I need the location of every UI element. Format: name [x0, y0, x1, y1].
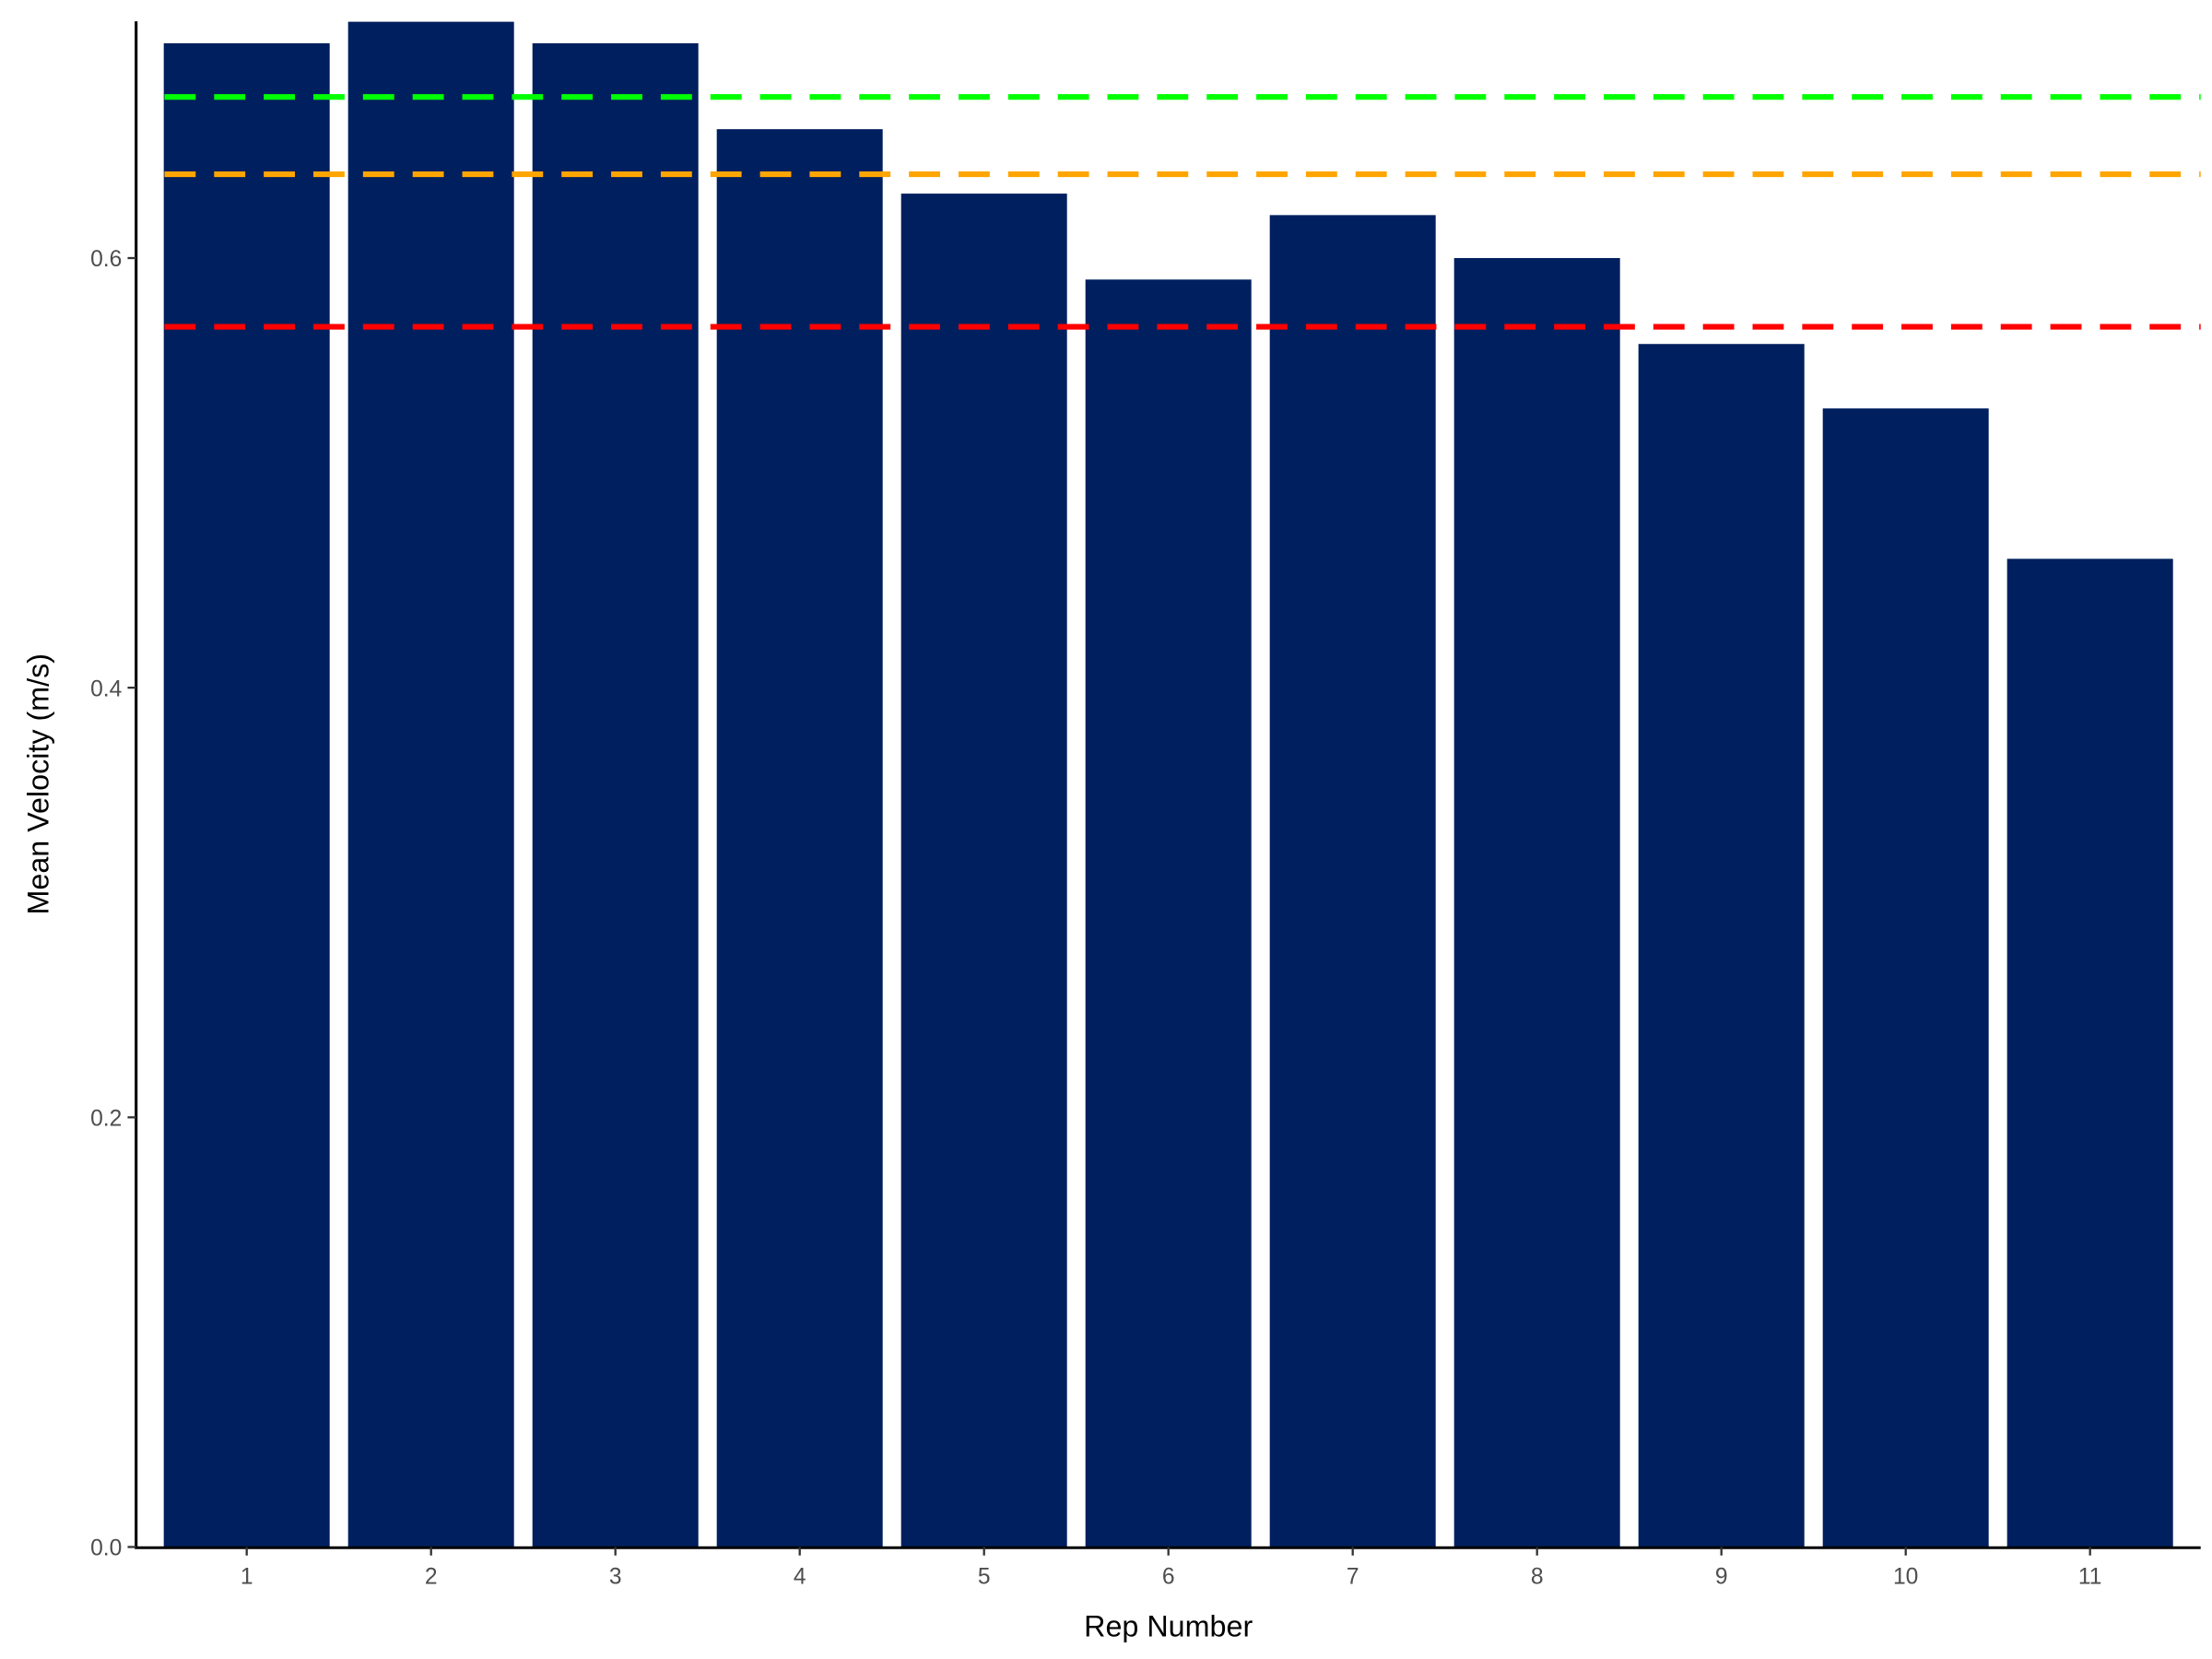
bar-rep-7: [1269, 215, 1436, 1547]
bar-rep-5: [900, 194, 1067, 1547]
bar-rep-6: [1085, 279, 1252, 1547]
bar-rep-4: [716, 129, 883, 1547]
y-ticks: 0.0 0.2 0.4 0.6: [90, 247, 136, 1561]
y-tick-label: 0.4: [90, 677, 122, 701]
bar-rep-9: [1638, 344, 1805, 1547]
x-tick-label: 5: [978, 1564, 991, 1589]
x-axis-title: Rep Number: [1084, 1609, 1253, 1642]
x-tick-label: 2: [425, 1564, 438, 1589]
bar-rep-8: [1453, 258, 1620, 1547]
x-ticks: 1 2 3 4 5 6 7 8 9 10 11: [241, 1547, 2102, 1589]
bars-layer: [163, 21, 2173, 1547]
y-tick-label: 0.6: [90, 247, 122, 272]
bar-rep-2: [347, 21, 514, 1547]
x-tick-label: 8: [1531, 1564, 1544, 1589]
x-tick-label: 4: [794, 1564, 806, 1589]
x-tick-label: 6: [1162, 1564, 1175, 1589]
bar-rep-3: [532, 42, 699, 1547]
y-tick-label: 0.0: [90, 1536, 122, 1561]
x-tick-label: 10: [1893, 1564, 1918, 1589]
reference-lines-layer: [164, 94, 2201, 330]
y-axis-title: Mean Velocity (m/s): [21, 653, 54, 915]
bar-rep-10: [1822, 408, 1989, 1547]
x-tick-label: 1: [241, 1564, 253, 1589]
x-tick-label: 3: [609, 1564, 622, 1589]
x-tick-label: 11: [2078, 1564, 2102, 1589]
bar-rep-1: [163, 42, 330, 1547]
x-tick-label: 7: [1347, 1564, 1359, 1589]
y-tick-label: 0.2: [90, 1107, 122, 1132]
bar-rep-11: [2006, 559, 2173, 1547]
x-tick-label: 9: [1715, 1564, 1728, 1589]
